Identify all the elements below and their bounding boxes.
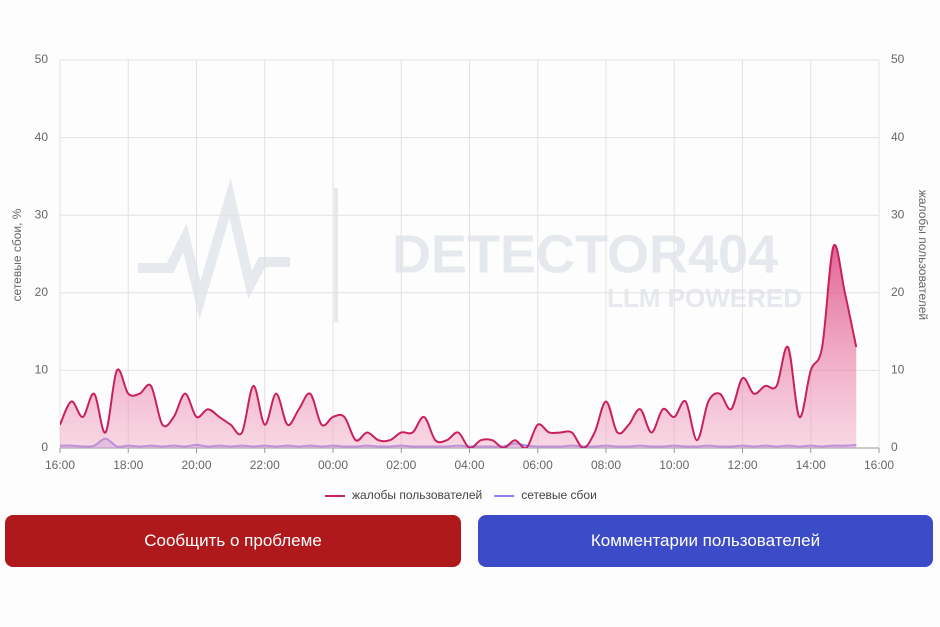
legend-label: жалобы пользователей xyxy=(352,488,482,502)
y2-tick-label: 10 xyxy=(891,363,905,377)
watermark xyxy=(138,178,338,322)
x-tick-label: 18:00 xyxy=(113,458,143,472)
y-axis-label: сетевые сбои, % xyxy=(10,208,24,301)
plot xyxy=(60,243,858,448)
watermark-subtitle: LLM POWERED xyxy=(607,283,802,313)
y2-tick-label: 50 xyxy=(891,52,905,66)
series-area xyxy=(60,244,857,448)
x-tick-label: 16:00 xyxy=(45,458,75,472)
x-tick-label: 14:00 xyxy=(796,458,826,472)
watermark-title: DETECTOR404 xyxy=(392,224,778,284)
y2-tick-label: 40 xyxy=(891,130,905,144)
x-tick-label: 22:00 xyxy=(250,458,280,472)
y-tick-label: 20 xyxy=(35,285,49,299)
y-tick-label: 40 xyxy=(35,130,49,144)
x-tick-label: 04:00 xyxy=(454,458,484,472)
y-tick-label: 10 xyxy=(35,363,49,377)
x-tick-label: 08:00 xyxy=(591,458,621,472)
y-tick-label: 30 xyxy=(35,207,49,221)
y2-tick-label: 20 xyxy=(891,285,905,299)
legend-label: сетевые сбои xyxy=(521,488,597,502)
series-line xyxy=(60,243,858,448)
chart: DETECTOR404 LLM POWERED сетевые сбои, % … xyxy=(10,52,930,502)
report-button[interactable]: Сообщить о проблеме xyxy=(5,515,461,567)
x-tick-label: 20:00 xyxy=(181,458,211,472)
y2-axis-label: жалобы пользователей xyxy=(916,190,930,320)
comments-button[interactable]: Комментарии пользователей xyxy=(478,515,933,567)
y2-tick-label: 0 xyxy=(891,440,898,454)
x-tick-label: 16:00 xyxy=(864,458,894,472)
x-tick-label: 06:00 xyxy=(523,458,553,472)
x-tick-label: 02:00 xyxy=(386,458,416,472)
y-tick-label: 50 xyxy=(35,52,49,66)
y-tick-label: 0 xyxy=(41,440,48,454)
x-tick-label: 00:00 xyxy=(318,458,348,472)
x-tick-label: 10:00 xyxy=(659,458,689,472)
x-tick-label: 12:00 xyxy=(727,458,757,472)
y2-tick-label: 30 xyxy=(891,207,905,221)
